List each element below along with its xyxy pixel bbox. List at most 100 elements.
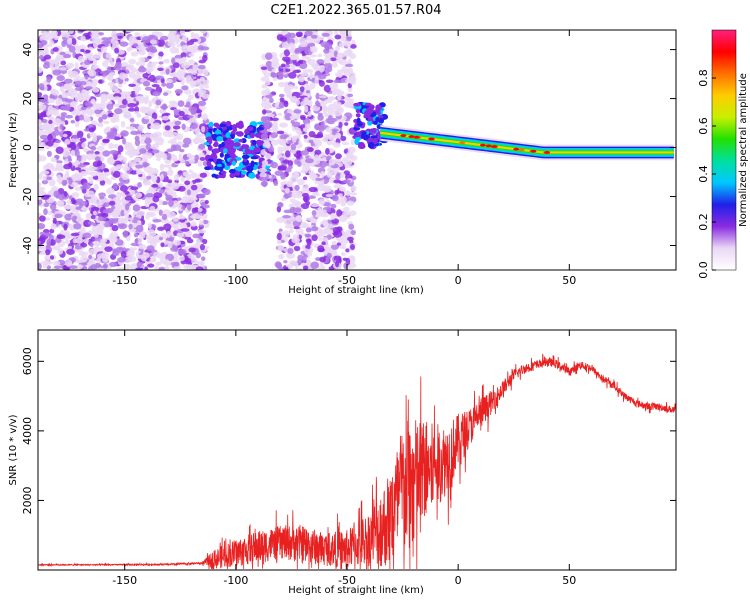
heatmap-cell bbox=[338, 121, 343, 128]
heatmap-cell bbox=[332, 226, 341, 234]
heatmap-cell bbox=[150, 143, 159, 150]
heatmap-cell bbox=[178, 248, 187, 255]
heatmap-cell bbox=[63, 78, 73, 84]
heatmap-cell bbox=[74, 237, 84, 244]
heatmap-cell bbox=[317, 236, 323, 242]
heatmap-cell bbox=[81, 89, 88, 95]
heatmap-cell bbox=[38, 245, 46, 251]
heatmap-cell bbox=[491, 145, 498, 149]
heatmap-cell bbox=[150, 174, 158, 182]
heatmap-cell bbox=[265, 60, 273, 69]
heatmap-cell bbox=[120, 120, 126, 128]
heatmap-cell bbox=[300, 71, 309, 77]
heatmap-cell bbox=[310, 261, 320, 269]
heatmap-cell bbox=[123, 256, 133, 263]
heatmap-cell bbox=[289, 198, 296, 203]
heatmap-cell bbox=[168, 100, 178, 105]
heatmap-cell bbox=[161, 201, 169, 206]
heatmap-cell bbox=[336, 52, 346, 59]
heatmap-cell bbox=[349, 244, 355, 250]
heatmap-cell bbox=[310, 217, 316, 224]
heatmap-cell bbox=[106, 178, 112, 185]
heatmap-cell bbox=[42, 175, 47, 181]
heatmap-cell bbox=[250, 156, 258, 160]
heatmap-cell bbox=[117, 35, 123, 39]
heatmap-cell bbox=[314, 149, 322, 155]
heatmap-cell bbox=[59, 56, 65, 62]
heatmap-cell bbox=[400, 134, 407, 138]
heatmap-cell bbox=[305, 90, 311, 94]
heatmap-cell bbox=[302, 196, 310, 202]
heatmap-cell bbox=[75, 206, 82, 211]
heatmap-cell bbox=[324, 53, 332, 58]
heatmap-region bbox=[274, 30, 358, 270]
heatmap-cell bbox=[310, 203, 320, 208]
heatmap-cell bbox=[199, 76, 205, 82]
colorbar-tick-label: 0.6 bbox=[697, 117, 710, 135]
heatmap-cell bbox=[129, 117, 135, 123]
heatmap-cell bbox=[265, 104, 273, 109]
heatmap-cell bbox=[202, 219, 209, 225]
heatmap-cell bbox=[106, 157, 116, 165]
heatmap-cell bbox=[170, 30, 177, 36]
heatmap-cell bbox=[84, 59, 91, 66]
heatmap-cell bbox=[299, 42, 308, 48]
heatmap-cell bbox=[128, 223, 133, 230]
heatmap-cell bbox=[86, 171, 93, 175]
heatmap-cell bbox=[101, 60, 109, 68]
heatmap-cell bbox=[146, 211, 152, 216]
heatmap-cell bbox=[345, 190, 351, 197]
heatmap-cell bbox=[233, 142, 241, 147]
heatmap-cell bbox=[183, 89, 192, 95]
colorbar-tick-label: 0.8 bbox=[697, 69, 710, 87]
heatmap-cell bbox=[98, 32, 105, 36]
heatmap-cell bbox=[347, 146, 356, 154]
heatmap-cell bbox=[283, 100, 289, 108]
heatmap-cell bbox=[289, 228, 294, 234]
heatmap-cell bbox=[367, 141, 375, 149]
heatmap-cell bbox=[305, 158, 314, 164]
heatmap-cell bbox=[112, 170, 121, 178]
heatmap-cell bbox=[261, 84, 268, 89]
heatmap-cell bbox=[241, 154, 250, 160]
heatmap-cell bbox=[310, 46, 318, 53]
heatmap-cell bbox=[315, 100, 320, 107]
heatmap-cell bbox=[343, 40, 351, 47]
heatmap-cell bbox=[134, 111, 140, 115]
heatmap-cell bbox=[94, 54, 102, 59]
heatmap-cell bbox=[155, 261, 162, 266]
heatmap-cell bbox=[302, 127, 307, 132]
heatmap-cell bbox=[269, 97, 274, 103]
x-tick-label: 0 bbox=[455, 274, 462, 287]
heatmap-cell bbox=[55, 139, 61, 144]
heatmap-cell bbox=[64, 213, 73, 221]
heatmap-cell bbox=[155, 75, 164, 80]
heatmap-cell bbox=[49, 239, 56, 246]
heatmap-cell bbox=[330, 212, 336, 220]
heatmap-cell bbox=[288, 72, 297, 79]
heatmap-cell bbox=[162, 92, 169, 96]
heatmap-cell bbox=[38, 141, 44, 148]
heatmap-cell bbox=[129, 170, 138, 175]
heatmap-cell bbox=[87, 221, 94, 225]
heatmap-cell bbox=[317, 266, 325, 270]
heatmap-cell bbox=[333, 184, 343, 189]
heatmap-cell bbox=[127, 217, 134, 221]
heatmap-cell bbox=[246, 165, 254, 172]
x-tick-label: -100 bbox=[223, 574, 248, 587]
heatmap-region bbox=[380, 125, 674, 161]
heatmap-cell bbox=[82, 148, 89, 152]
heatmap-cell bbox=[132, 43, 139, 48]
heatmap-cell bbox=[371, 128, 377, 134]
heatmap-cell bbox=[518, 148, 525, 152]
heatmap-cell bbox=[48, 116, 55, 121]
heatmap-cell bbox=[264, 52, 273, 60]
heatmap-cell bbox=[53, 109, 59, 117]
heatmap-cell bbox=[155, 99, 162, 106]
heatmap-cell bbox=[299, 86, 305, 92]
heatmap-cell bbox=[119, 132, 126, 137]
heatmap-cell bbox=[117, 145, 124, 153]
heatmap-cell bbox=[38, 51, 44, 56]
heatmap-cell bbox=[158, 267, 165, 270]
heatmap-cell bbox=[346, 200, 355, 206]
